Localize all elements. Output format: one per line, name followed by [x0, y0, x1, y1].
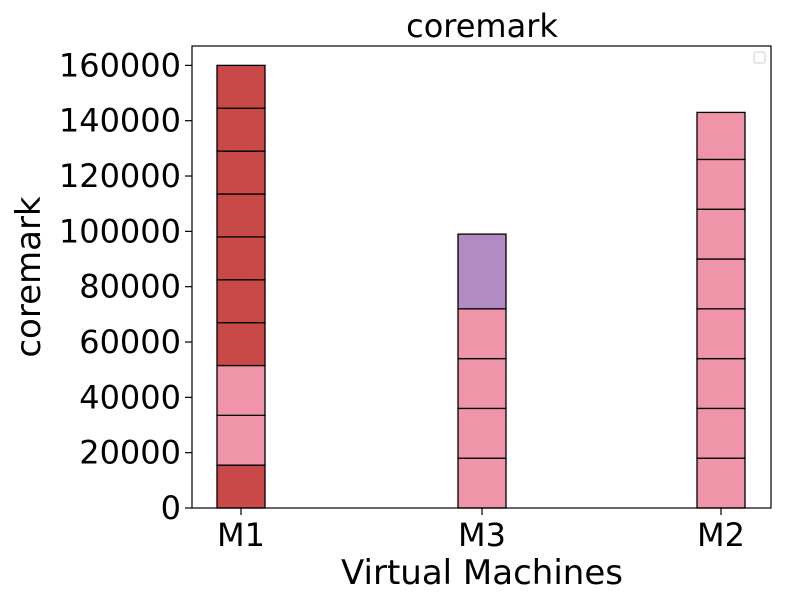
bar-segment-m1-7 — [216, 193, 266, 238]
bar-segment-m3-3 — [457, 357, 507, 410]
chart-title: coremark — [406, 7, 558, 45]
y-tick-label: 120000 — [59, 157, 181, 195]
y-tick-label: 0 — [161, 489, 181, 527]
bar-segment-m2-4 — [696, 308, 746, 360]
legend-box — [753, 51, 766, 64]
bar-segment-m1-3 — [216, 364, 266, 416]
x-axis-label: Virtual Machines — [341, 553, 623, 593]
bar-segment-m3-5 — [457, 233, 507, 310]
bar-segment-m2-5 — [696, 258, 746, 310]
bar-segment-m2-7 — [696, 158, 746, 210]
x-tick-label-m3: M3 — [458, 516, 506, 554]
bar-segment-m1-4 — [216, 321, 266, 367]
y-tick-label: 80000 — [79, 268, 181, 306]
bar-segment-m2-2 — [696, 407, 746, 459]
bar-segment-m2-1 — [696, 457, 746, 509]
y-axis: 0 20000 40000 60000 80000 100000 120000 140000 1… — [59, 46, 192, 527]
y-tick-label: 140000 — [59, 102, 181, 140]
bar-segment-m1-2 — [216, 414, 266, 466]
y-tick-label: 100000 — [59, 212, 181, 250]
y-axis-label: coremark — [9, 196, 49, 358]
bar-segment-m1-1 — [216, 464, 266, 509]
bar-segment-m1-6 — [216, 236, 266, 281]
bar-segment-m3-2 — [457, 407, 507, 459]
bar-segment-m1-10 — [216, 64, 266, 109]
x-axis: M1 M3 M2 — [217, 508, 745, 554]
bar-segment-m3-4 — [457, 308, 507, 360]
bars-layer — [216, 64, 746, 509]
x-tick-label-m1: M1 — [217, 516, 265, 554]
bar-segment-m2-8 — [696, 111, 746, 161]
bar-segment-m3-1 — [457, 457, 507, 509]
bar-segment-m1-8 — [216, 150, 266, 195]
bar-segment-m1-5 — [216, 279, 266, 324]
y-tick-label: 60000 — [79, 323, 181, 361]
y-tick-label: 160000 — [59, 46, 181, 84]
plot-frame — [191, 45, 772, 509]
bar-segment-m2-6 — [696, 208, 746, 260]
x-tick-label-m2: M2 — [697, 516, 745, 554]
y-tick-label: 20000 — [79, 434, 181, 472]
bar-segment-m2-3 — [696, 357, 746, 410]
y-tick-label: 40000 — [79, 378, 181, 416]
bar-segment-m1-9 — [216, 107, 266, 152]
